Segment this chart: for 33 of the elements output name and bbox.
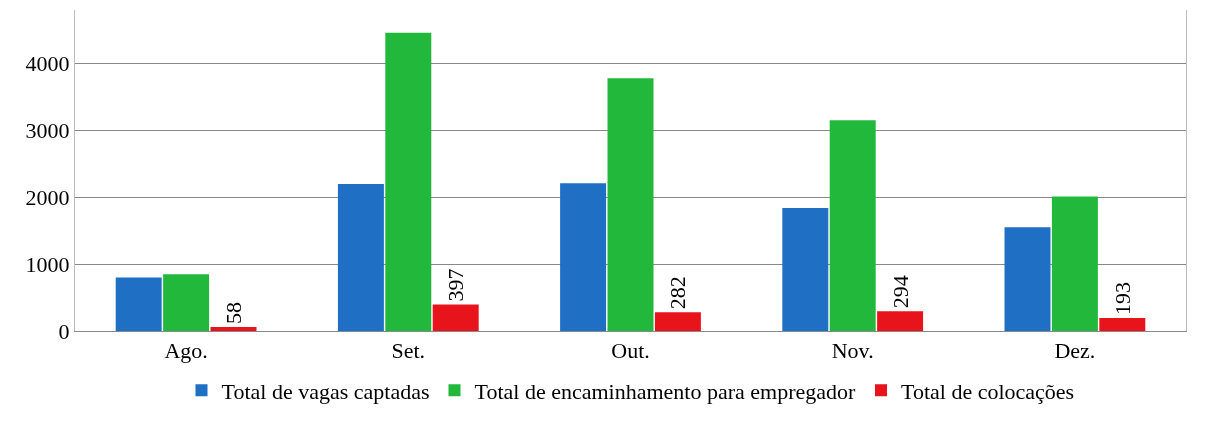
bar	[1004, 227, 1051, 331]
x-tick-label: Dez.	[1054, 338, 1096, 364]
bar	[163, 274, 210, 331]
bar	[607, 78, 654, 331]
y-tick-label: 0	[58, 318, 70, 344]
bar	[829, 120, 876, 331]
bar	[385, 32, 432, 331]
bar	[337, 183, 384, 331]
y-tick-label: 4000	[25, 51, 70, 77]
legend-label: Total de vagas captadas	[221, 378, 430, 404]
bar	[654, 312, 701, 331]
legend-label: Total de encaminhamento para empregador	[474, 378, 856, 404]
data-label: 397	[443, 268, 469, 302]
x-tick-label: Set.	[391, 338, 426, 364]
x-tick-label: Nov.	[831, 338, 874, 364]
bar	[1099, 318, 1146, 331]
bar	[1051, 196, 1098, 331]
bar	[560, 183, 607, 331]
data-label: 193	[1109, 282, 1135, 316]
x-tick-label: Ago.	[164, 338, 208, 364]
bar	[432, 304, 479, 331]
bar	[115, 277, 162, 331]
data-label: 58	[221, 302, 246, 325]
y-tick-label: 3000	[25, 118, 70, 144]
x-tick-label: Out.	[611, 338, 650, 364]
legend-label: Total de colocações	[901, 378, 1075, 404]
bar	[877, 311, 924, 331]
y-tick-label: 2000	[25, 184, 70, 210]
bar	[782, 207, 829, 331]
data-label: 282	[665, 276, 691, 310]
bar	[210, 327, 257, 331]
data-label: 294	[887, 275, 913, 309]
y-tick-label: 1000	[25, 251, 70, 277]
